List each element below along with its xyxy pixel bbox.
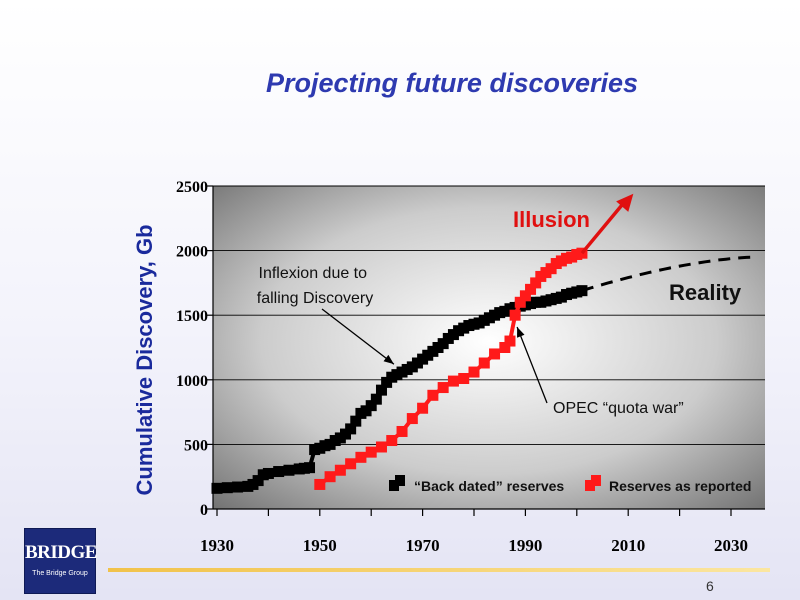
legend-marker-back-dated	[389, 480, 399, 491]
back-dated-point	[262, 467, 274, 479]
legend-label-reported: Reserves as reported	[609, 478, 751, 494]
x-tick-label-1950: 1950	[303, 536, 337, 555]
y-tick-label-1000: 1000	[176, 373, 208, 390]
legend: “Back dated” reserves Reserves as report…	[389, 475, 751, 494]
reported-point	[355, 451, 367, 463]
reported-point	[314, 478, 326, 490]
reported-point	[468, 366, 480, 378]
series-reported	[314, 247, 588, 490]
reported-point	[525, 283, 537, 295]
reported-point	[519, 290, 531, 302]
back-dated-point	[221, 482, 233, 494]
inflexion-arrow-head	[383, 354, 394, 365]
back-dated-point	[370, 393, 382, 405]
reported-point	[499, 342, 511, 353]
annotation-opec: OPEC “quota war”	[553, 400, 684, 417]
x-tick-label-2030: 2030	[714, 536, 748, 555]
back-dated-point	[345, 423, 357, 435]
back-dated-point	[304, 462, 316, 474]
reported-point	[386, 435, 398, 447]
back-dated-point	[273, 466, 285, 478]
reported-point	[406, 413, 418, 425]
reported-point	[489, 348, 501, 360]
reported-point	[396, 425, 408, 437]
opec-arrow-line	[516, 326, 548, 404]
x-tick-labels: 1930 1950 1970 1990 2010 2030	[200, 536, 748, 555]
series-back-dated	[211, 285, 588, 494]
back-dated-point	[211, 482, 223, 494]
illusion-label: Illusion	[513, 207, 590, 232]
logo-text: BRIDGE	[25, 542, 97, 563]
back-dated-point	[283, 464, 295, 476]
page-number: 6	[706, 578, 714, 594]
y-tick-label-0: 0	[200, 502, 208, 519]
y-tick-label-1500: 1500	[176, 308, 208, 325]
legend-label-back-dated: “Back dated” reserves	[414, 478, 564, 494]
reported-point	[530, 277, 542, 289]
x-tick-label-1970: 1970	[406, 536, 440, 555]
x-tick-label-2010: 2010	[611, 536, 645, 555]
back-dated-point	[232, 481, 244, 493]
y-tick-label-2500: 2500	[176, 179, 208, 196]
bridge-logo: BRIDGE The Bridge Group	[24, 528, 97, 594]
y-tick-label-2000: 2000	[176, 244, 208, 261]
y-tick-label-500: 500	[184, 437, 208, 454]
reported-point	[365, 446, 377, 458]
logo-subtext: The Bridge Group	[32, 570, 88, 577]
reported-point	[509, 309, 521, 321]
reported-point	[504, 335, 516, 347]
plot-area	[213, 186, 765, 509]
reported-point	[514, 296, 526, 308]
annotation-inflexion-line-1: Inflexion due to	[259, 265, 368, 282]
inflexion-arrow-line	[321, 308, 395, 365]
back-dated-point	[375, 384, 387, 396]
y-tick-labels: 0 500 1000 1500 2000 2500	[176, 179, 208, 519]
x-tick-label-1990: 1990	[508, 536, 542, 555]
back-dated-point	[350, 415, 362, 427]
reported-point	[334, 464, 346, 476]
legend-marker-reported	[585, 480, 595, 491]
reported-point	[458, 373, 470, 385]
reported-point	[427, 389, 439, 401]
reported-point	[417, 402, 429, 414]
axis-ticks	[207, 185, 732, 516]
legend-marker-reported-2	[591, 475, 601, 486]
legend-marker-back-dated-2	[395, 475, 405, 486]
illusion-arrow-head	[616, 193, 634, 212]
illusion-arrow-line	[580, 198, 628, 255]
reported-point	[345, 458, 357, 470]
reported-point	[375, 441, 387, 453]
back-dated-point	[365, 400, 377, 412]
opec-arrow-head	[517, 326, 525, 338]
annotation-inflexion: Inflexion due to falling Discovery	[257, 265, 373, 307]
reported-point	[437, 382, 449, 394]
reported-point	[576, 247, 588, 259]
reported-point	[478, 357, 490, 369]
reported-point	[324, 471, 336, 483]
reported-point	[447, 375, 459, 387]
slide-title: Projecting future discoveries	[265, 68, 639, 98]
back-dated-point	[252, 475, 264, 487]
reality-dashed-line	[581, 255, 757, 293]
reality-label: Reality	[669, 280, 742, 305]
annotation-arrows	[321, 308, 548, 404]
annotation-inflexion-line-2: falling Discovery	[257, 290, 373, 307]
projection-lines	[580, 193, 757, 293]
x-tick-label-1930: 1930	[200, 536, 234, 555]
footer-divider	[108, 568, 770, 572]
y-axis-title: Cumulative Discovery, Gb	[132, 224, 157, 495]
